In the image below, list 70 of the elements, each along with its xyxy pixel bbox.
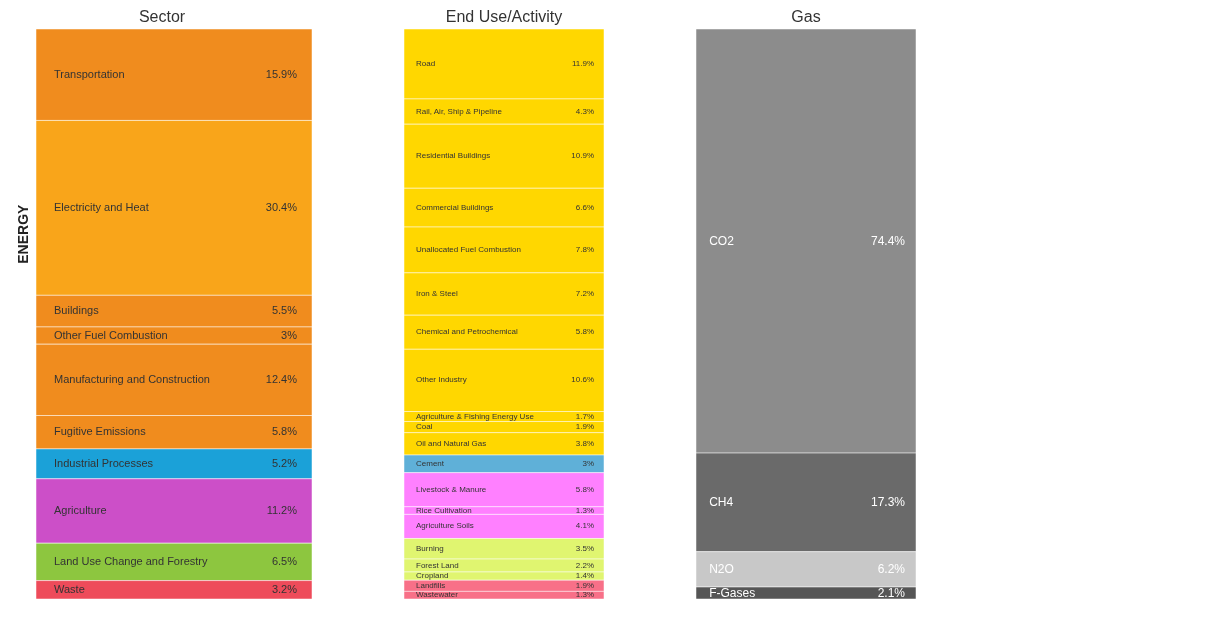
category-label: Unallocated Fuel Combustion bbox=[416, 244, 521, 254]
category-label: Commercial Buildings bbox=[416, 202, 494, 212]
category-label: Landfills bbox=[416, 580, 446, 590]
data-label: 10.6% bbox=[571, 375, 594, 385]
category-label: Electricity and Heat bbox=[54, 200, 149, 213]
category-label: Wastewater bbox=[416, 590, 459, 600]
text: Gas bbox=[791, 7, 821, 25]
category-label: Fugitive Emissions bbox=[54, 425, 147, 438]
category-label: Buildings bbox=[54, 304, 100, 317]
category-label: Cropland bbox=[416, 571, 449, 581]
data-label: 30.4% bbox=[265, 200, 298, 213]
data-label: 4.3% bbox=[575, 106, 594, 116]
data-label: 5.5% bbox=[271, 304, 298, 317]
data-label: 1.9% bbox=[575, 580, 594, 590]
category-label: CH4 bbox=[709, 495, 734, 510]
category-label: Coal bbox=[416, 422, 433, 432]
category-label: Burning bbox=[416, 543, 444, 553]
data-label: 1.3% bbox=[575, 590, 594, 600]
text: ENERGY bbox=[15, 203, 31, 264]
data-label: 1.7% bbox=[575, 411, 594, 421]
category-label: Agriculture & Fishing Energy Use bbox=[416, 411, 535, 421]
data-label: 5.2% bbox=[271, 456, 298, 469]
category-label: Rail, Air, Ship & Pipeline bbox=[416, 106, 503, 116]
category-label: Agriculture bbox=[54, 504, 107, 516]
data-label: 5.8% bbox=[271, 425, 298, 438]
data-label: 1.4% bbox=[575, 571, 594, 581]
category-label: Oil and Natural Gas bbox=[416, 438, 487, 448]
category-label: Residential Buildings bbox=[416, 151, 491, 161]
text: Sector bbox=[138, 7, 186, 25]
category-label: F-Gases bbox=[709, 586, 756, 601]
category-label: Livestock & Manure bbox=[416, 484, 487, 494]
data-label: 17.3% bbox=[870, 495, 906, 510]
data-label: 12.4% bbox=[265, 372, 298, 385]
data-label: 3% bbox=[281, 328, 298, 341]
data-label: 1.9% bbox=[575, 422, 594, 432]
category-label: Waste bbox=[54, 582, 85, 595]
category-label: Road bbox=[416, 58, 436, 68]
category-label: Iron & Steel bbox=[416, 289, 459, 299]
category-label: Transportation bbox=[54, 67, 125, 80]
category-label: Agriculture Soils bbox=[416, 521, 474, 531]
category-label: Chemical and Petrochemical bbox=[416, 327, 519, 337]
data-label: 10.9% bbox=[571, 151, 594, 161]
data-label: 6.6% bbox=[575, 202, 594, 212]
data-label: 3.5% bbox=[575, 543, 594, 553]
category-label: CO2 bbox=[709, 234, 735, 249]
data-label: 7.2% bbox=[575, 289, 594, 299]
data-label: 4.1% bbox=[575, 521, 594, 531]
category-label: Industrial Processes bbox=[54, 456, 154, 469]
category-label: Forest Land bbox=[416, 560, 459, 570]
data-label: 7.8% bbox=[575, 244, 594, 254]
data-label: 2.2% bbox=[575, 560, 594, 570]
category-label: Land Use Change and Forestry bbox=[54, 554, 208, 567]
data-label: 3.8% bbox=[575, 438, 594, 448]
data-label: 3% bbox=[582, 458, 594, 468]
category-label: Other Industry bbox=[416, 375, 467, 385]
data-label: 5.8% bbox=[575, 327, 594, 337]
category-label: Rice Cultivation bbox=[416, 505, 472, 515]
data-label: 11.9% bbox=[571, 58, 594, 68]
data-label: 15.9% bbox=[265, 67, 298, 80]
data-label: 6.5% bbox=[271, 554, 298, 567]
category-label: Cement bbox=[416, 458, 445, 468]
data-label: 2.1% bbox=[877, 586, 906, 601]
category-label: Manufacturing and Construction bbox=[54, 372, 210, 385]
text: End Use/Activity bbox=[445, 7, 563, 25]
data-label: 1.3% bbox=[575, 505, 594, 515]
data-label: 3.2% bbox=[271, 582, 298, 595]
data-label: 5.8% bbox=[575, 484, 594, 494]
data-label: 11.2% bbox=[266, 504, 298, 516]
category-label: Other Fuel Combustion bbox=[54, 328, 168, 341]
data-label: 74.4% bbox=[870, 234, 906, 249]
